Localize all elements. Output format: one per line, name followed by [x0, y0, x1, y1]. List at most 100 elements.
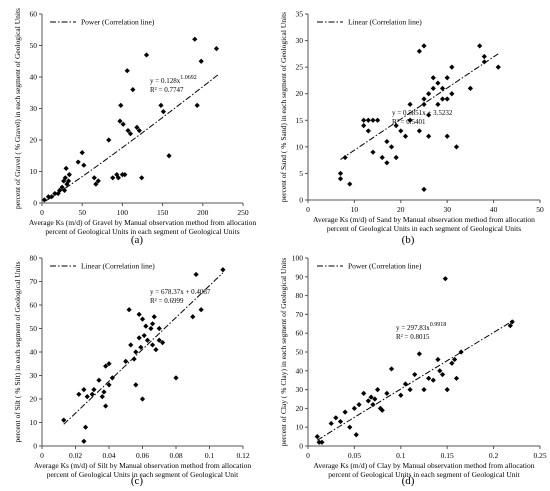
y-axis-label: percent of Clay ( % Clay) in each segmen…	[279, 258, 288, 447]
data-point	[337, 418, 344, 425]
data-point	[365, 128, 371, 134]
data-point	[370, 117, 376, 123]
panel-caption: (a)	[131, 234, 144, 246]
data-point	[106, 382, 112, 388]
data-point	[220, 267, 226, 273]
data-point	[426, 91, 432, 97]
data-point	[198, 307, 204, 313]
data-point	[375, 387, 381, 393]
legend-label: Linear (Correlation line)	[81, 262, 155, 271]
x-tick-label: 0	[40, 208, 44, 217]
x-tick-label: 10	[351, 205, 359, 214]
data-point	[398, 392, 404, 398]
data-point	[481, 53, 487, 60]
y-tick-label: 60	[30, 10, 38, 19]
data-point	[103, 363, 109, 369]
data-point	[133, 382, 139, 388]
y-tick-label: 30	[30, 104, 38, 113]
data-point	[453, 375, 460, 381]
trend-equation: y = 0.5851x + 3.5232	[392, 109, 453, 117]
trend-line	[317, 319, 515, 441]
x-tick-label: 0.06	[136, 451, 149, 460]
data-point	[398, 128, 404, 134]
data-point	[81, 387, 87, 393]
x-tick-label: 0.25	[533, 451, 546, 460]
x-tick-label: 0.08	[169, 451, 182, 460]
data-point	[149, 321, 156, 327]
x-tick-label: 0.2	[489, 451, 499, 460]
data-point	[347, 181, 353, 187]
y-tick-label: 20	[30, 395, 38, 404]
x-tick-label: 0.15	[441, 451, 454, 460]
data-point	[388, 366, 395, 372]
data-point	[49, 194, 55, 200]
data-point	[190, 314, 196, 320]
legend-label: Linear (Correlation line)	[348, 18, 422, 27]
data-point	[507, 323, 513, 329]
trend-r-squared: R² = 0.5401	[392, 118, 426, 126]
y-axis-label: percent of Gravel ( % Gravel) in each se…	[13, 8, 22, 209]
data-point	[139, 316, 146, 322]
data-point	[136, 127, 142, 134]
y-tick-label: 40	[30, 348, 38, 357]
data-point	[442, 276, 448, 282]
data-point	[82, 424, 89, 430]
y-tick-label: 70	[30, 277, 38, 286]
panel-caption: (d)	[402, 475, 415, 487]
data-point	[158, 102, 164, 108]
data-point	[91, 387, 97, 393]
y-tick-label: 70	[296, 310, 304, 319]
data-point	[194, 102, 200, 108]
data-point	[361, 123, 367, 129]
data-point	[103, 403, 109, 409]
data-point	[79, 150, 85, 156]
data-point	[110, 175, 116, 181]
data-point	[351, 405, 357, 411]
y-tick-label: 0	[33, 199, 37, 208]
y-tick-label: 40	[30, 73, 38, 82]
y-tick-label: 80	[296, 291, 304, 300]
data-point	[421, 43, 427, 49]
chart-panel-2: 0 10 20 30 40 50 0 5 10 15 20 25 30 35 Average Ks (m/d…	[279, 10, 544, 247]
data-point	[127, 131, 134, 137]
y-tick-label: 90	[296, 272, 304, 281]
data-point	[375, 117, 381, 123]
data-point	[120, 121, 126, 127]
data-point	[124, 68, 130, 74]
x-tick-label: 0.1	[396, 451, 406, 460]
data-point	[379, 154, 385, 161]
data-point	[160, 109, 167, 115]
data-point	[66, 172, 72, 178]
data-point	[130, 87, 136, 93]
data-point	[337, 176, 344, 182]
trend-equation: y = 678.37x + 0.4087	[150, 288, 211, 296]
data-point	[477, 43, 483, 49]
data-point	[449, 91, 455, 97]
data-point	[452, 356, 458, 363]
data-point	[342, 154, 348, 161]
data-point	[328, 420, 334, 427]
x-tick-label: 0.02	[69, 451, 82, 460]
x-tick-label: 0.12	[236, 451, 249, 460]
x-tick-label: 0.05	[348, 451, 361, 460]
legend-label: Power (Correlation line)	[81, 18, 155, 27]
y-tick-label: 50	[296, 348, 304, 357]
data-point	[337, 170, 344, 177]
data-point	[57, 187, 63, 193]
data-point	[370, 402, 376, 408]
data-point	[365, 117, 371, 123]
x-tick-label: 100	[117, 208, 129, 217]
data-point	[134, 124, 140, 130]
data-point	[96, 377, 102, 383]
data-point	[412, 371, 418, 378]
data-point	[372, 396, 378, 402]
trend-r-squared: R² = 0.7747	[150, 86, 184, 94]
data-point	[61, 417, 67, 423]
data-point	[430, 85, 436, 91]
data-point	[123, 358, 129, 364]
data-point	[101, 389, 107, 395]
x-tick-label: 0	[306, 205, 310, 214]
y-axis-label: percent of Sand ( % Sand) in each segmen…	[279, 12, 288, 202]
data-point	[117, 118, 123, 124]
data-point	[407, 387, 413, 393]
